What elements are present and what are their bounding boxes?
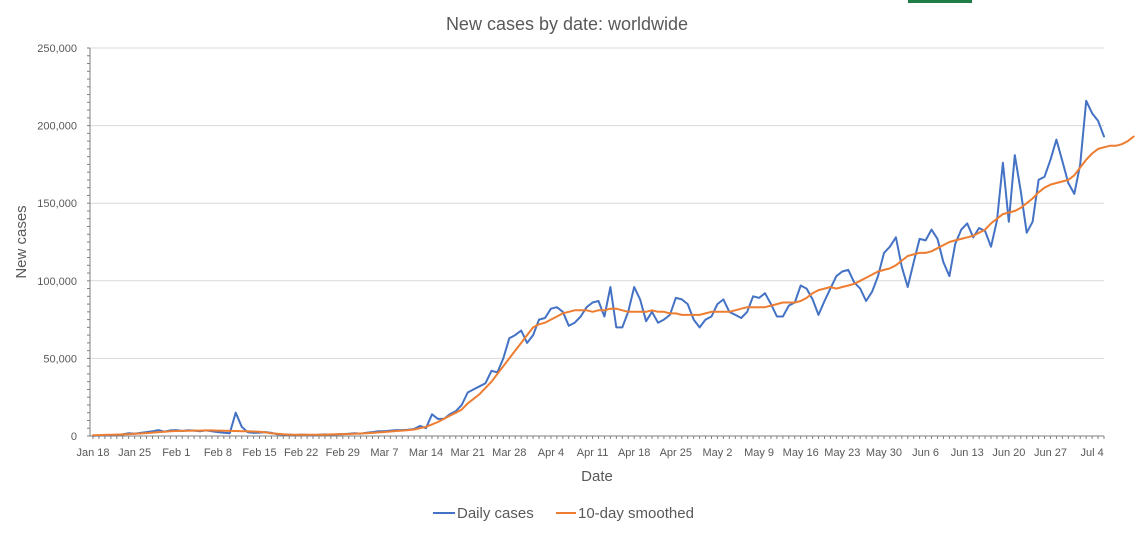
x-tick-label: Feb 22: [284, 447, 318, 459]
window-accent-bar: [908, 0, 972, 3]
y-axis-title: New cases: [13, 205, 30, 278]
x-axis-title: Date: [581, 468, 613, 485]
y-tick-label: 0: [71, 431, 77, 443]
y-tick-label: 200,000: [37, 121, 77, 133]
x-tick-label: Mar 28: [492, 447, 526, 459]
legend: Daily cases 10-day smoothed: [433, 505, 694, 522]
y-axis-ticks: 0 50,000 100,000 150,000 200,000 250,000: [37, 43, 77, 443]
chart-title: New cases by date: worldwide: [446, 14, 688, 34]
x-tick-label: Jan 25: [118, 447, 151, 459]
x-tick-label: Jul 4: [1080, 447, 1103, 459]
legend-label-daily-cases: Daily cases: [457, 505, 534, 522]
x-tick-label: Jun 6: [912, 447, 939, 459]
x-tick-label: Feb 15: [242, 447, 276, 459]
y-tick-label: 250,000: [37, 43, 77, 55]
x-tick-label: Jun 20: [992, 447, 1025, 459]
x-tick-label: May 2: [702, 447, 732, 459]
x-tick-label: Apr 18: [618, 447, 650, 459]
x-tick-label: May 9: [744, 447, 774, 459]
x-tick-label: May 30: [866, 447, 902, 459]
x-tick-label: Jun 13: [951, 447, 984, 459]
y-tick-label: 150,000: [37, 198, 77, 210]
legend-label-smoothed: 10-day smoothed: [578, 505, 694, 522]
x-tick-label: May 23: [824, 447, 860, 459]
series-layer: [92, 99, 1135, 437]
x-tick-label: Apr 4: [538, 447, 564, 459]
x-tick-label: Apr 11: [577, 447, 609, 459]
x-tick-label: May 16: [783, 447, 819, 459]
x-tick-label: Mar 21: [451, 447, 485, 459]
x-tick-label: Apr 25: [660, 447, 692, 459]
x-tick-label: Feb 8: [204, 447, 232, 459]
y-tick-label: 100,000: [37, 276, 77, 288]
series-line-smoothed: [92, 135, 1135, 437]
gridlines: [90, 47, 1104, 359]
x-tick-label: Mar 14: [409, 447, 443, 459]
x-tick-label: Feb 1: [162, 447, 190, 459]
x-tick-label: Mar 7: [370, 447, 398, 459]
x-tick-label: Jun 27: [1034, 447, 1067, 459]
y-tick-label: 50,000: [43, 353, 77, 365]
x-axis: Jan 18 Jan 25 Feb 1 Feb 8 Feb 15 Feb 22 Feb 29…: [76, 47, 1105, 459]
x-tick-label: Feb 29: [326, 447, 360, 459]
x-tick-label: Jan 18: [76, 447, 109, 459]
